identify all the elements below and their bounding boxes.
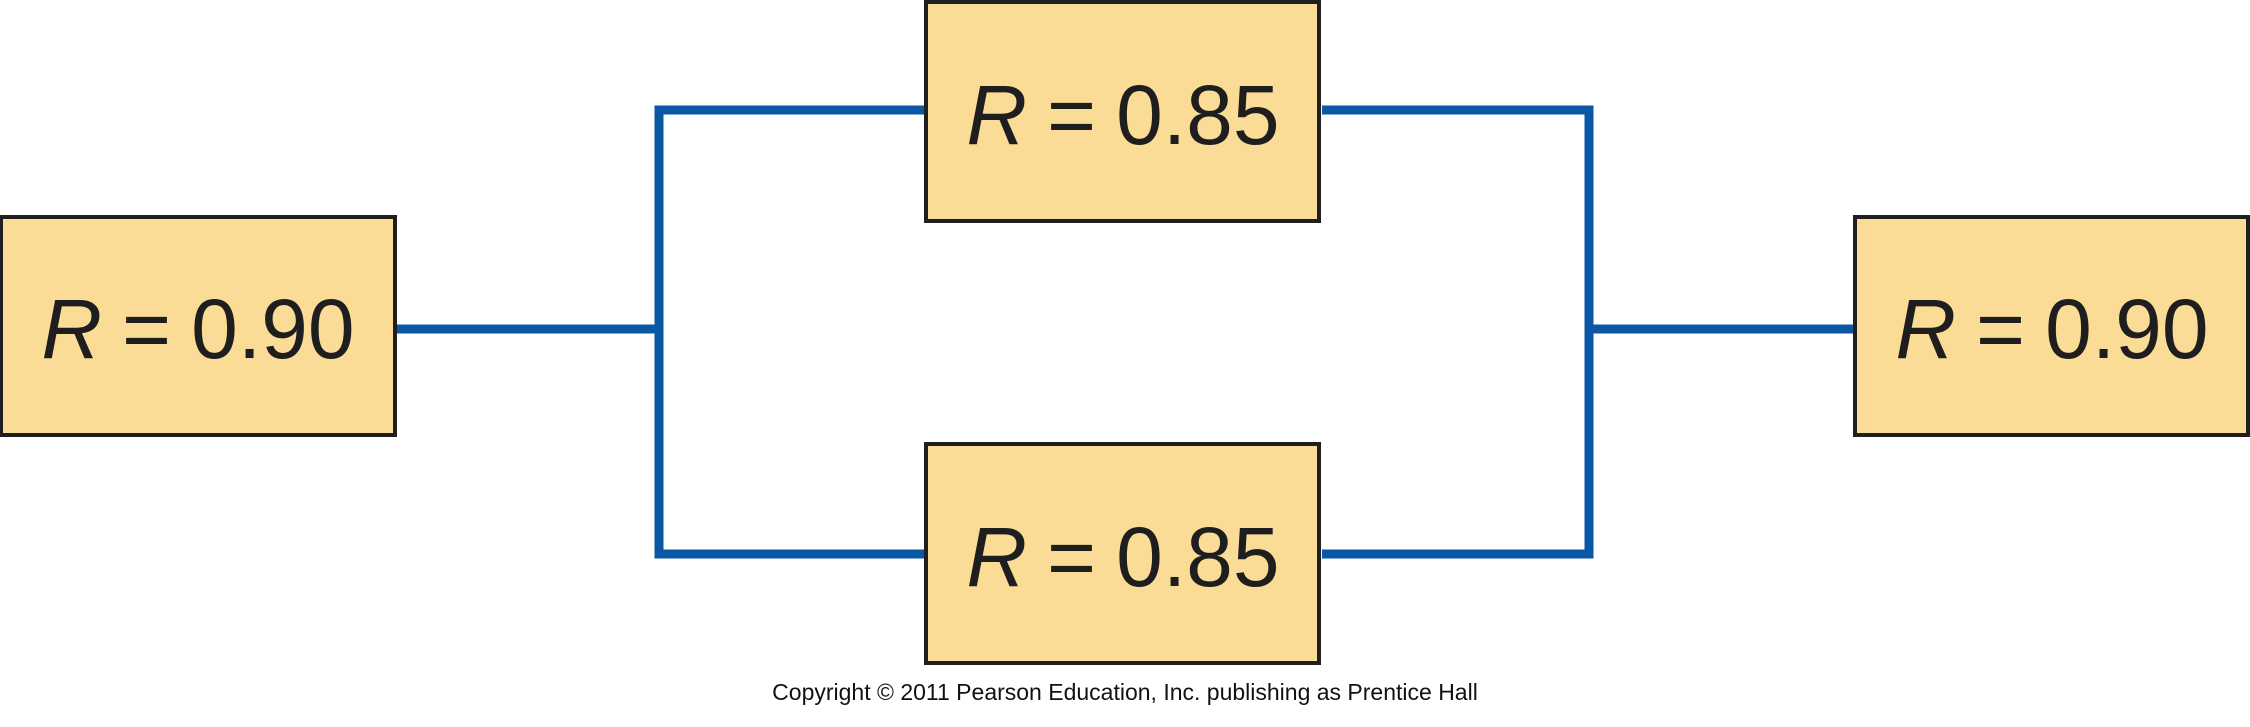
reliability-value: 0.90 [2045, 282, 2209, 376]
reliability-value: 0.90 [191, 282, 355, 376]
reliability-value: 0.85 [1116, 510, 1280, 604]
equals-sign: = [1976, 282, 2025, 376]
reliability-diagram: R = 0.90 R = 0.85 R = 0.85 R = 0.90 [0, 0, 2250, 670]
component-label-input: R = 0.90 [41, 282, 354, 376]
variable-symbol: R [1895, 282, 1956, 376]
component-label-parallel-bottom: R = 0.85 [966, 510, 1279, 604]
variable-symbol: R [966, 510, 1027, 604]
equals-sign: = [1047, 68, 1096, 162]
wire-split-bracket [659, 110, 927, 554]
variable-symbol: R [966, 68, 1027, 162]
wire-join-bracket [1322, 110, 1589, 554]
component-label-parallel-top: R = 0.85 [966, 68, 1279, 162]
reliability-value: 0.85 [1116, 68, 1280, 162]
component-box-parallel-bottom: R = 0.85 [926, 444, 1319, 663]
component-label-output: R = 0.90 [1895, 282, 2208, 376]
component-box-parallel-top: R = 0.85 [926, 2, 1319, 221]
component-box-output: R = 0.90 [1855, 217, 2248, 435]
variable-symbol: R [41, 282, 102, 376]
component-box-input: R = 0.90 [1, 217, 395, 435]
copyright-notice: Copyright © 2011 Pearson Education, Inc.… [0, 679, 2250, 706]
equals-sign: = [122, 282, 171, 376]
equals-sign: = [1047, 510, 1096, 604]
